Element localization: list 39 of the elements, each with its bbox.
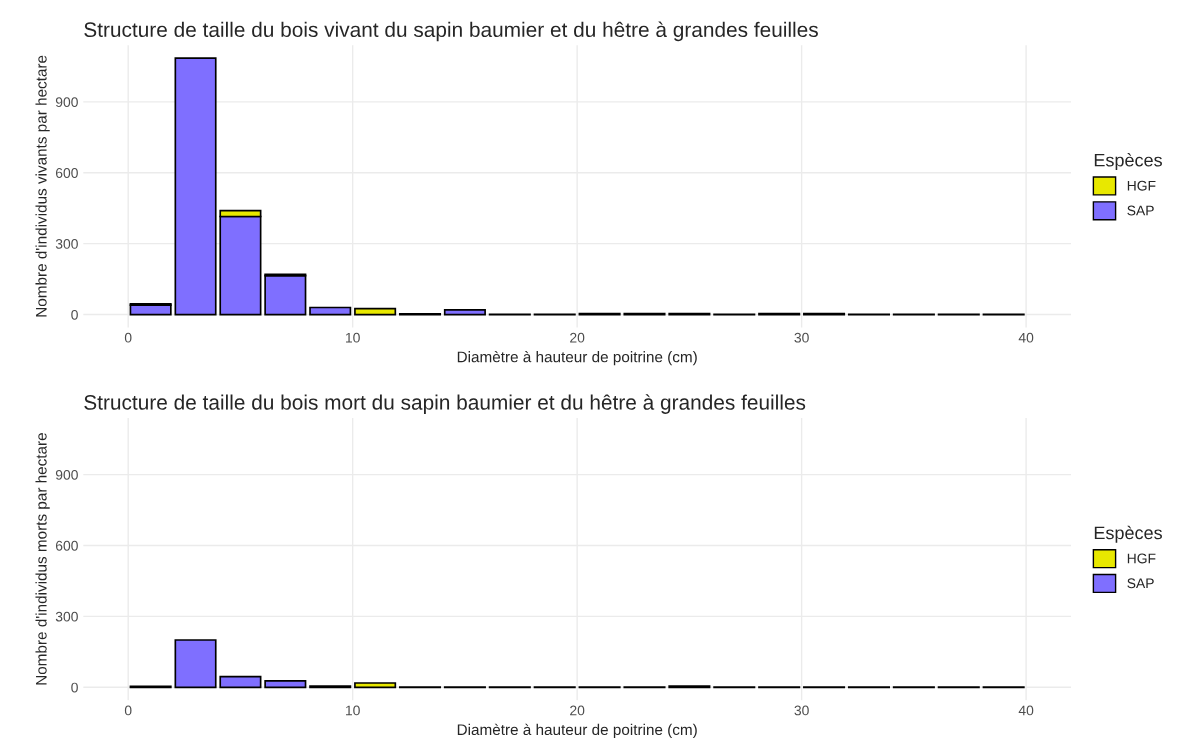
x-axis-title: Diamètre à hauteur de poitrine (cm) (457, 350, 697, 366)
bar (219, 675, 262, 689)
x-tick-label: 30 (794, 332, 809, 343)
y-tick-label: 300 (55, 239, 78, 249)
x-axis-title: Diamètre à hauteur de poitrine (cm) (457, 723, 697, 739)
legend-label: SAP (1127, 205, 1154, 216)
y-tick-label: 0 (71, 309, 78, 320)
chart-title: Structure de taille du bois vivant du sapin baumier et du hêtre à grandes feuilles (84, 21, 818, 42)
legend-title: Espèces (1094, 525, 1162, 543)
legend-label: HGF (1127, 553, 1156, 564)
bar (354, 307, 397, 316)
legend-label: HGF (1127, 180, 1156, 191)
x-tick-label: 20 (570, 332, 585, 343)
x-tick-label: 40 (1018, 332, 1034, 343)
bar (309, 306, 352, 316)
y-axis-title: Nombre d'individus morts par hectare (35, 433, 50, 685)
y-tick-label: 300 (55, 611, 78, 622)
y-tick-label: 600 (55, 168, 78, 178)
x-tick-label: 0 (124, 332, 132, 343)
bar (174, 639, 217, 689)
y-tick-label: 900 (55, 469, 78, 480)
bar (354, 682, 397, 689)
x-tick-label: 10 (346, 705, 360, 716)
y-tick-label: 900 (55, 97, 78, 108)
x-tick-label: 40 (1018, 705, 1034, 716)
x-tick-label: 10 (346, 332, 360, 343)
bar (174, 57, 217, 316)
bar (264, 274, 307, 316)
y-tick-label: 0 (71, 682, 78, 693)
x-tick-label: 0 (124, 705, 132, 716)
legend-label: SAP (1127, 578, 1154, 589)
chart-title: Structure de taille du bois mort du sapin baumier et du hêtre à grandes feuilles (84, 394, 806, 414)
bar (264, 680, 307, 689)
legend-title: Espèces (1094, 153, 1162, 171)
y-tick-label: 600 (55, 540, 78, 551)
bar (443, 308, 486, 316)
x-tick-label: 20 (570, 705, 585, 716)
x-tick-label: 30 (794, 705, 809, 716)
y-axis-title: Nombre d'individus vivants par hectare (35, 55, 50, 317)
